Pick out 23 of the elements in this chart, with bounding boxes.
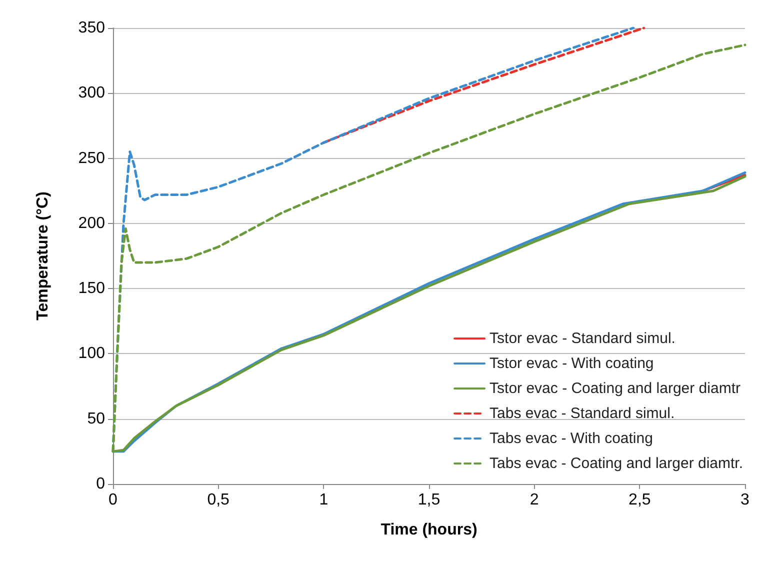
y-tick-label: 0 bbox=[96, 476, 106, 492]
y-tick-label: 200 bbox=[78, 214, 106, 232]
legend-label: Tabs evac - With coating bbox=[490, 430, 653, 447]
x-tick-label: 0 bbox=[108, 492, 118, 508]
legend-label: Tabs evac - Coating and larger diamtr. bbox=[490, 455, 744, 472]
legend-label: Tstor evac - Standard simul. bbox=[490, 330, 676, 347]
x-axis-title: Time (hours) bbox=[380, 522, 478, 538]
y-tick-label: 250 bbox=[78, 150, 106, 167]
x-tick-label: 2,5 bbox=[628, 492, 651, 508]
legend-label: Tstor evac - Coating and larger diamtr bbox=[490, 380, 740, 397]
x-tick-label: 1,5 bbox=[418, 492, 440, 508]
x-tick-label: 3 bbox=[740, 492, 750, 508]
x-tick-label: 0,5 bbox=[207, 492, 230, 508]
y-tick-label: 100 bbox=[78, 345, 106, 362]
x-tick-label: 1 bbox=[319, 492, 328, 508]
legend-label: Tabs evac - Standard simul. bbox=[490, 405, 675, 422]
y-tick-label: 350 bbox=[78, 20, 106, 36]
x-tick-label: 2 bbox=[530, 492, 539, 508]
y-tick-label: 50 bbox=[87, 410, 106, 428]
y-tick-label: 150 bbox=[78, 280, 106, 298]
legend-label: Tstor evac - With coating bbox=[490, 355, 654, 372]
y-axis-title: Temperature (°C) bbox=[34, 192, 52, 320]
y-tick-label: 300 bbox=[78, 84, 106, 102]
